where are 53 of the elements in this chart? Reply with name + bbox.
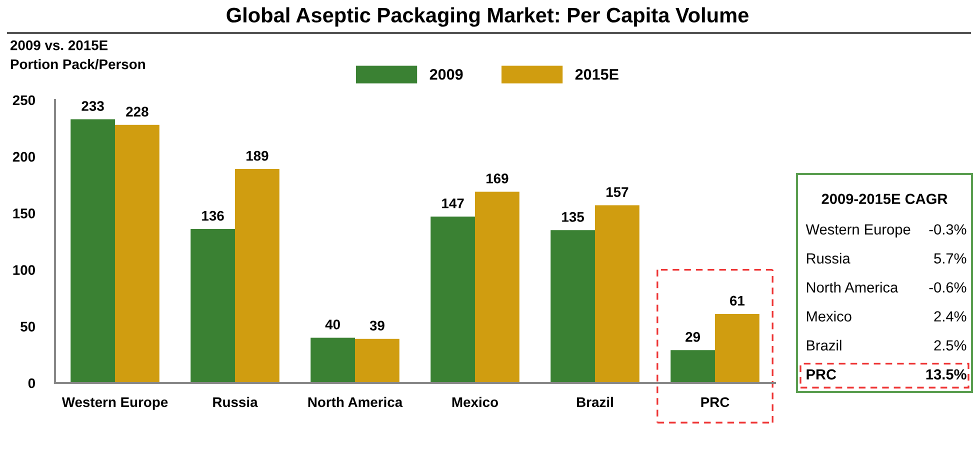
x-tick-label: North America: [308, 396, 403, 408]
chart-title: Global Aseptic Packaging Market: Per Capita Volume: [226, 7, 748, 27]
bar: [190, 229, 235, 383]
bar: [595, 205, 640, 383]
data-label: 147: [442, 198, 464, 208]
text: 2.5%: [934, 340, 966, 351]
x-tick-label: Mexico: [452, 396, 498, 408]
bar: [70, 119, 115, 383]
text: Mexico: [806, 310, 852, 322]
text: North America: [806, 282, 898, 293]
y-tick-label: 200: [12, 152, 35, 162]
legend-label: 2009: [430, 68, 463, 80]
text: 13.5%: [926, 369, 966, 380]
data-label: 233: [82, 101, 104, 111]
text: Western Europe: [806, 224, 910, 238]
y-tick-label: 150: [13, 208, 35, 218]
y-tick-label: 0: [28, 378, 35, 388]
bar: [430, 216, 475, 383]
bar: [715, 314, 760, 383]
legend-label: 2015E: [575, 68, 618, 80]
bar: [355, 338, 400, 383]
bar: [115, 124, 160, 383]
text: 2009-2015E CAGR: [822, 194, 948, 204]
data-label: 228: [126, 106, 148, 117]
data-label: 40: [325, 320, 340, 330]
data-label: 169: [486, 174, 508, 184]
text: 2.4%: [934, 311, 966, 322]
bar: [310, 338, 355, 383]
y-tick-label: 100: [13, 265, 35, 275]
data-label: 29: [686, 332, 700, 342]
data-label: 189: [246, 150, 268, 161]
text: 5.7%: [934, 253, 966, 264]
bar: [475, 192, 520, 383]
text: -0.3%: [929, 224, 966, 235]
y-tick-label: 250: [12, 95, 35, 106]
text: PRC: [806, 369, 836, 380]
x-tick-label: Western Europe: [62, 397, 168, 410]
text: Russia: [806, 252, 850, 264]
data-label: 39: [370, 320, 384, 331]
y-axis-title: 2009 vs. 2015E Portion Pack/Person: [10, 40, 145, 70]
bar: [550, 230, 595, 383]
data-label: 135: [562, 212, 584, 222]
data-label: 61: [730, 296, 745, 306]
data-label: 157: [606, 187, 628, 197]
y-tick-label: 50: [20, 322, 35, 332]
text: Brazil: [806, 340, 842, 351]
bar: [670, 350, 715, 383]
x-tick-label: Brazil: [577, 396, 613, 408]
x-tick-label: PRC: [701, 397, 730, 408]
data-label: 136: [202, 210, 224, 221]
text: -0.6%: [929, 282, 966, 293]
x-tick-label: Russia: [213, 396, 258, 408]
bar: [235, 169, 280, 383]
